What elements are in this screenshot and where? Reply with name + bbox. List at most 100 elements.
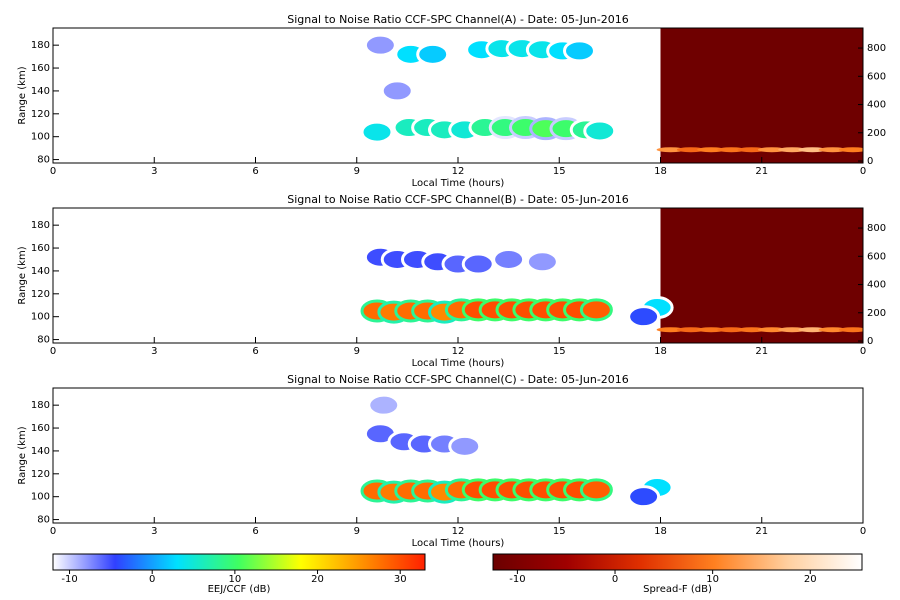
snr-cell (579, 298, 613, 322)
x-tick-label: 15 (553, 346, 566, 357)
x-tick-label: 9 (354, 166, 360, 177)
spread-f-cell (838, 147, 863, 153)
x-axis-label: Local Time (hours) (412, 538, 505, 549)
x-axis-label: Local Time (hours) (412, 178, 505, 189)
spread-f-cell (757, 147, 786, 153)
colorbar-tick-label: 20 (804, 574, 817, 585)
y2-tick-label: 800 (867, 43, 886, 54)
x-tick-label: 15 (553, 166, 566, 177)
y2-tick-label: 600 (867, 251, 886, 262)
y-tick-label: 120 (31, 469, 50, 480)
colorbar-tick-label: -10 (61, 574, 77, 585)
spread-f-background (660, 208, 863, 343)
x-tick-label: 3 (151, 166, 157, 177)
x-tick-label: 18 (654, 166, 667, 177)
chart-title: Signal to Noise Ratio CCF-SPC Channel(B)… (287, 193, 629, 206)
colorbar-tick-label: 10 (706, 574, 719, 585)
x-tick-label: 0 (860, 346, 866, 357)
colorbar-tick-label: 20 (311, 574, 324, 585)
snr-cell (367, 393, 401, 417)
x-tick-label: 0 (50, 346, 56, 357)
snr-cell (579, 478, 613, 502)
snr-cell (448, 434, 482, 458)
x-tick-label: 0 (860, 526, 866, 537)
chart-title: Signal to Noise Ratio CCF-SPC Channel(C)… (287, 373, 629, 386)
spread-f-cell (717, 327, 746, 333)
spread-f-cell (757, 327, 786, 333)
colorbar-tick-label: 30 (394, 574, 407, 585)
x-tick-label: 0 (50, 166, 56, 177)
colorbar-label: EEJ/CCF (dB) (208, 584, 271, 595)
colorbar (492, 553, 863, 571)
y-tick-label: 80 (37, 515, 50, 526)
spread-f-background (660, 28, 863, 163)
y2-tick-label: 800 (867, 223, 886, 234)
y2-tick-label: 200 (867, 308, 886, 319)
y-axis-label: Range (km) (17, 426, 28, 484)
x-tick-label: 6 (252, 346, 258, 357)
x-tick-label: 18 (654, 526, 667, 537)
snr-cell (492, 247, 526, 271)
colorbar-tick-label: -10 (509, 574, 525, 585)
y-tick-label: 80 (37, 335, 50, 346)
snr-cell (627, 305, 661, 329)
snr-cell (525, 250, 559, 274)
x-tick-label: 3 (151, 346, 157, 357)
y-tick-label: 180 (31, 400, 50, 411)
snr-cell (360, 120, 394, 144)
x-tick-label: 0 (860, 166, 866, 177)
chart-title: Signal to Noise Ratio CCF-SPC Channel(A)… (287, 13, 628, 26)
x-tick-label: 3 (151, 526, 157, 537)
y-tick-label: 160 (31, 243, 50, 254)
spread-f-cell (818, 327, 847, 333)
spread-f-cell (676, 327, 705, 333)
x-tick-label: 18 (654, 346, 667, 357)
y-tick-label: 100 (31, 132, 50, 143)
y-tick-label: 120 (31, 289, 50, 300)
x-tick-label: 21 (755, 526, 768, 537)
y2-tick-label: 200 (867, 128, 886, 139)
colorbar-tick-label: 0 (612, 574, 618, 585)
snr-cell (627, 485, 661, 509)
spread-f-cell (778, 147, 807, 153)
snr-cell (563, 39, 596, 63)
y2-tick-label: 400 (867, 100, 886, 111)
y2-tick-label: 600 (867, 71, 886, 82)
x-tick-label: 21 (755, 166, 768, 177)
spread-f-cell (798, 327, 827, 333)
spread-f-cell (656, 147, 685, 153)
y-tick-label: 180 (31, 40, 50, 51)
spread-f-cell (737, 147, 766, 153)
snr-cell (583, 119, 617, 143)
y2-tick-label: 400 (867, 280, 886, 291)
y-tick-label: 100 (31, 492, 50, 503)
spread-f-cell (838, 327, 863, 333)
x-axis-label: Local Time (hours) (412, 358, 505, 369)
colorbar-label: Spread-F (dB) (643, 584, 712, 595)
x-tick-label: 12 (452, 166, 465, 177)
spread-f-cell (798, 147, 827, 153)
plot-area (360, 393, 674, 509)
snr-cell (416, 42, 450, 66)
colorbar (52, 553, 426, 571)
y-axis-label: Range (km) (17, 246, 28, 304)
spread-f-cell (778, 327, 807, 333)
spread-f-cell (656, 327, 685, 333)
y-tick-label: 140 (31, 86, 50, 97)
y-tick-label: 100 (31, 312, 50, 323)
plot-area (360, 208, 863, 343)
spread-f-cell (697, 147, 726, 153)
x-tick-label: 9 (354, 526, 360, 537)
y2-tick-label: 0 (867, 156, 873, 167)
spread-f-cell (697, 327, 726, 333)
spread-f-cell (717, 147, 746, 153)
x-tick-label: 0 (50, 526, 56, 537)
spread-f-cell (818, 147, 847, 153)
x-tick-label: 12 (452, 526, 465, 537)
x-tick-label: 9 (354, 346, 360, 357)
x-tick-label: 6 (252, 166, 258, 177)
y-tick-label: 80 (37, 155, 50, 166)
y-tick-label: 160 (31, 423, 50, 434)
y-tick-label: 180 (31, 220, 50, 231)
